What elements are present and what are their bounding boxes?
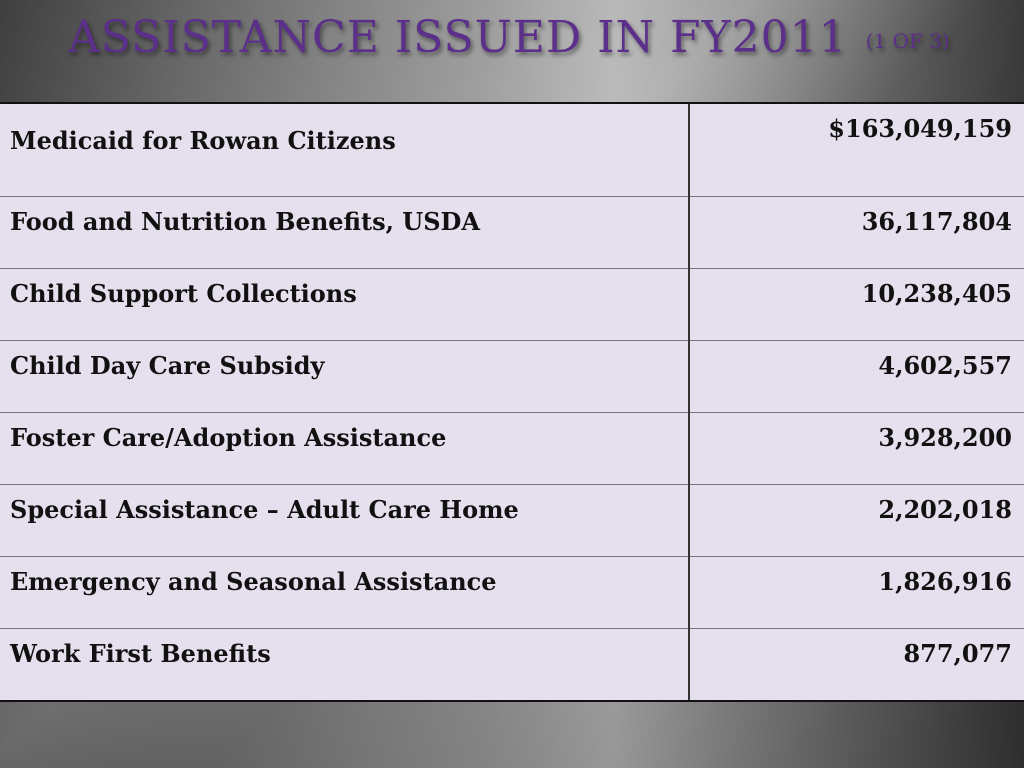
slide-title-main: ASSISTANCE ISSUED IN FY2011 xyxy=(68,12,848,63)
row-amount: 1,826,916 xyxy=(689,556,1024,629)
table-row: Child Day Care Subsidy 4,602,557 xyxy=(0,340,1024,413)
assistance-table-container: Medicaid for Rowan Citizens $163,049,159… xyxy=(0,102,1024,702)
row-amount: 10,238,405 xyxy=(689,268,1024,341)
table-row: Child Support Collections 10,238,405 xyxy=(0,268,1024,341)
table-row: Food and Nutrition Benefits, USDA 36,117… xyxy=(0,196,1024,269)
row-label: Foster Care/Adoption Assistance xyxy=(0,412,690,485)
row-label: Food and Nutrition Benefits, USDA xyxy=(0,196,690,269)
table-row: Emergency and Seasonal Assistance 1,826,… xyxy=(0,556,1024,629)
row-label: Work First Benefits xyxy=(0,628,690,700)
row-amount: 4,602,557 xyxy=(689,340,1024,413)
row-amount: 3,928,200 xyxy=(689,412,1024,485)
table-row: Work First Benefits 877,077 xyxy=(0,628,1024,700)
table-row: Special Assistance – Adult Care Home 2,2… xyxy=(0,484,1024,557)
slide-title: ASSISTANCE ISSUED IN FY2011 (1 OF 3) xyxy=(68,10,1008,66)
table-row: Foster Care/Adoption Assistance 3,928,20… xyxy=(0,412,1024,485)
row-label: Special Assistance – Adult Care Home xyxy=(0,484,690,557)
row-amount: 877,077 xyxy=(689,628,1024,700)
row-amount: $163,049,159 xyxy=(828,114,1012,143)
row-label: Child Day Care Subsidy xyxy=(0,340,690,413)
row-amount: 2,202,018 xyxy=(689,484,1024,557)
table-row: Medicaid for Rowan Citizens $163,049,159 xyxy=(0,104,1024,197)
row-label: Child Support Collections xyxy=(0,268,690,341)
row-label: Medicaid for Rowan Citizens xyxy=(0,104,690,197)
row-label: Emergency and Seasonal Assistance xyxy=(0,556,690,629)
slide-title-subtitle: (1 OF 3) xyxy=(865,29,950,53)
row-amount: 36,117,804 xyxy=(689,196,1024,269)
assistance-table: Medicaid for Rowan Citizens $163,049,159… xyxy=(0,104,1024,700)
